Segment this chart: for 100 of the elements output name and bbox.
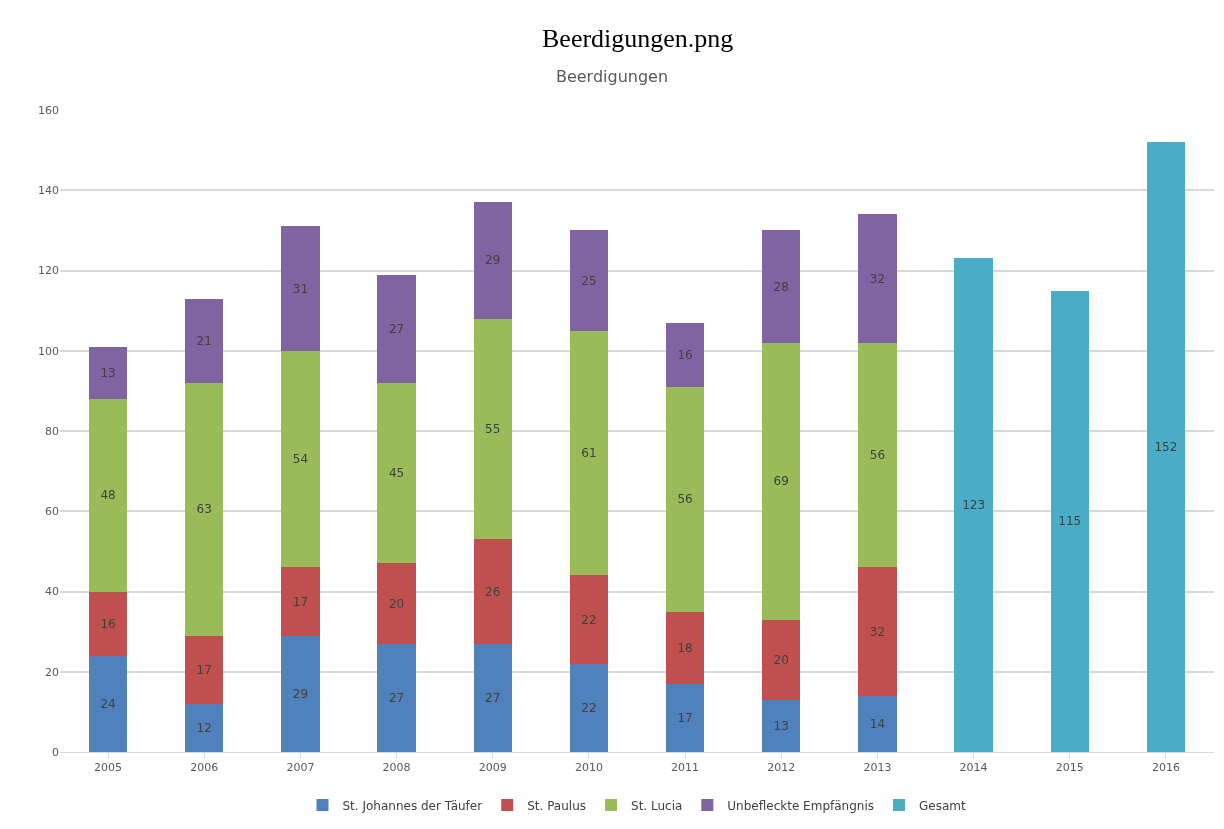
bar	[88, 591, 128, 656]
y-tick-label: 80	[45, 424, 59, 438]
bar	[88, 655, 128, 752]
bar	[569, 575, 609, 664]
y-tick-label: 100	[38, 344, 59, 358]
y-tick-label: 160	[38, 103, 59, 117]
x-tick-label: 2013	[863, 761, 892, 775]
x-tick-label: 2006	[190, 761, 219, 775]
data-label: 45	[388, 466, 405, 481]
bar	[473, 318, 512, 540]
data-label: 27	[388, 690, 405, 705]
y-tick-label: 140	[38, 184, 59, 198]
bar	[569, 230, 609, 331]
data-label: 24	[100, 696, 116, 711]
x-tick-label: 2014	[959, 761, 988, 775]
data-label: 32	[869, 271, 886, 286]
x-tick-label: 2005	[94, 761, 123, 775]
data-label: 27	[485, 690, 501, 705]
bar	[762, 342, 801, 620]
data-label: 22	[581, 612, 597, 627]
bar	[377, 382, 416, 564]
data-label: 55	[485, 421, 501, 436]
data-label: 13	[100, 365, 116, 380]
data-label: 69	[773, 474, 789, 489]
y-tick-label: 60	[45, 505, 59, 519]
bar	[185, 635, 224, 704]
bar	[281, 226, 320, 351]
data-label: 54	[292, 452, 309, 467]
bar	[88, 398, 128, 592]
data-label: 17	[677, 710, 693, 725]
y-tick-label: 120	[38, 264, 59, 278]
data-label: 13	[773, 718, 789, 733]
data-label: 26	[485, 584, 501, 599]
data-label: 56	[869, 448, 886, 463]
legend-label: Unbefleckte Empfängnis	[727, 798, 875, 813]
bar	[1146, 142, 1186, 752]
x-tick-label: 2008	[382, 761, 411, 775]
bar	[569, 663, 609, 752]
bar	[858, 214, 897, 343]
data-label: 16	[100, 616, 116, 631]
bar	[281, 635, 320, 752]
data-label: 27	[388, 321, 405, 336]
bar	[473, 202, 512, 319]
x-tick-label: 2011	[671, 761, 700, 775]
legend-label: St. Paulus	[527, 798, 587, 813]
data-label: 123	[962, 498, 986, 513]
x-tick-label: 2010	[574, 761, 603, 775]
data-label: 115	[1058, 514, 1082, 529]
data-label: 29	[485, 253, 501, 268]
bar	[88, 346, 128, 399]
y-tick-label: 0	[52, 745, 59, 759]
data-label: 16	[677, 347, 693, 362]
data-label: 56	[677, 492, 693, 507]
data-label: 22	[581, 700, 597, 715]
data-label: 20	[388, 596, 405, 611]
bar	[185, 298, 224, 383]
legend-label: St. Lucia	[631, 798, 683, 813]
data-label: 152	[1154, 440, 1178, 455]
data-label: 12	[196, 720, 212, 735]
bar	[1050, 290, 1089, 752]
data-label: 14	[869, 716, 886, 731]
bar	[281, 350, 320, 568]
text: Beerdigungen.png	[542, 24, 734, 53]
data-label: 48	[100, 488, 116, 503]
bar	[954, 258, 993, 752]
data-label: 18	[677, 640, 693, 655]
bar	[281, 567, 320, 636]
x-tick-label: 2007	[286, 761, 315, 775]
data-label: 17	[196, 662, 212, 677]
bar	[569, 330, 609, 576]
bar	[473, 643, 512, 752]
bar	[377, 274, 416, 383]
data-label: 63	[196, 502, 212, 517]
x-tick-label: 2012	[767, 761, 796, 775]
bar	[665, 611, 705, 684]
bar	[665, 322, 705, 387]
data-label: 31	[292, 281, 309, 296]
x-tick-label: 2016	[1151, 761, 1180, 775]
bar	[377, 643, 416, 752]
bar	[473, 539, 512, 644]
data-label: 20	[773, 652, 789, 667]
bar	[762, 699, 801, 752]
x-tick-label: 2009	[478, 761, 507, 775]
chart-title: Beerdigungen	[555, 66, 669, 86]
bar	[858, 342, 897, 568]
bar	[185, 703, 224, 752]
bar	[762, 230, 801, 343]
data-label: 17	[292, 594, 309, 609]
data-label: 61	[581, 446, 597, 461]
bar	[858, 567, 897, 696]
bar	[185, 382, 224, 636]
data-label: 25	[581, 273, 597, 288]
y-tick-label: 20	[45, 665, 59, 679]
bar	[858, 695, 897, 752]
bar	[665, 683, 705, 752]
data-label: 21	[196, 333, 212, 348]
bar	[665, 386, 705, 612]
legend-label: Gesamt	[919, 798, 966, 813]
data-label: 29	[292, 686, 309, 701]
x-tick-label: 2015	[1055, 761, 1084, 775]
